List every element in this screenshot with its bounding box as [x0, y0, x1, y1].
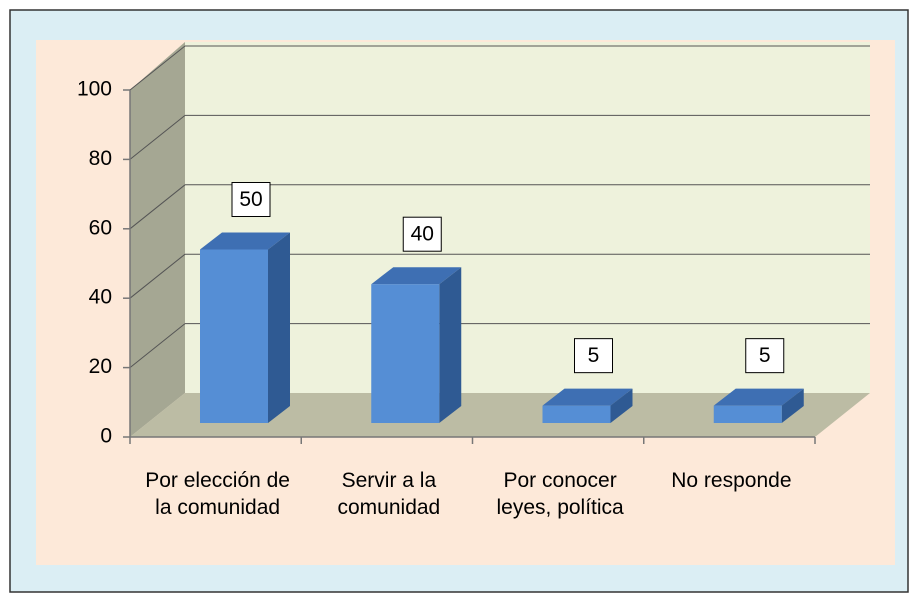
bar-side [439, 267, 462, 423]
bar-side [781, 388, 804, 423]
value-label: 40 [411, 223, 434, 246]
x-tick-label: Por elección de la comunidad [145, 469, 290, 519]
x-tick-label: Servir a la comunidad [337, 469, 441, 519]
bar [371, 284, 440, 423]
grid-line [129, 115, 186, 160]
value-label-box [402, 216, 442, 252]
bar [542, 405, 611, 423]
bar-side [268, 232, 290, 423]
value-label-box [574, 338, 613, 374]
value-label-box [231, 182, 271, 217]
back-wall [185, 42, 870, 393]
value-label: 50 [239, 188, 262, 211]
value-label-box [745, 338, 785, 374]
y-tick-label: 80 [89, 147, 112, 170]
floor [130, 393, 870, 437]
bar-top [542, 388, 633, 406]
y-tick-label: 40 [89, 286, 112, 309]
value-label: 5 [759, 344, 771, 367]
bar [200, 249, 268, 423]
bar-top [371, 267, 462, 285]
bar-top [200, 232, 290, 250]
bar-side [610, 388, 633, 423]
value-label: 5 [588, 344, 600, 367]
x-tick-label: Por conocer leyes, política [496, 469, 624, 519]
y-tick-label: 100 [77, 78, 112, 101]
side-wall [130, 42, 185, 437]
grid-line [129, 323, 186, 368]
grid-line [129, 253, 186, 299]
grid-line [129, 184, 186, 230]
x-tick-label: No responde [671, 469, 792, 492]
bar [713, 405, 782, 423]
y-tick-label: 0 [100, 425, 112, 448]
y-tick-label: 60 [89, 216, 112, 239]
y-tick-label: 20 [89, 355, 112, 378]
bar-top [713, 388, 804, 406]
grid-line [129, 45, 186, 91]
